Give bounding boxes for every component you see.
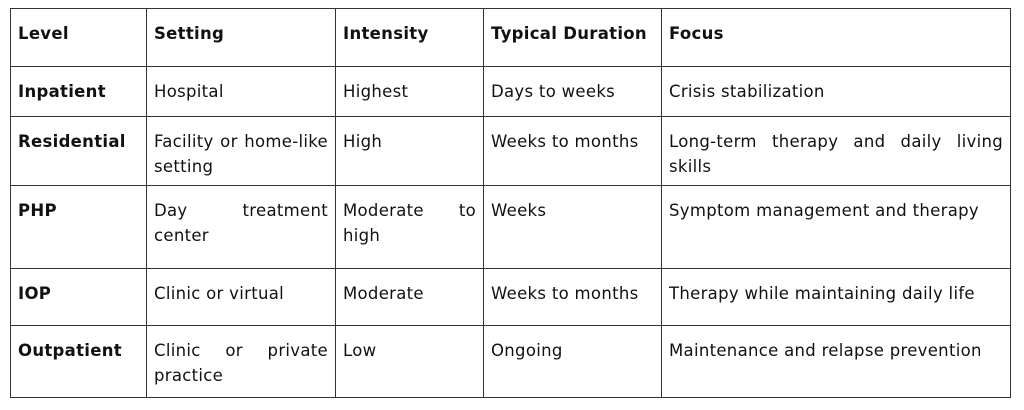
table-cell: Maintenance and relapse prevention bbox=[661, 325, 1011, 398]
header-row: Level Setting Intensity Typical Duration Foc… bbox=[10, 8, 1011, 67]
table-cell: Hospital bbox=[146, 66, 336, 117]
table-cell: Day treatment center bbox=[146, 185, 336, 269]
header-cell: Typical Duration bbox=[483, 8, 662, 67]
table-cell: Symptom management and therapy bbox=[661, 185, 1011, 269]
table-cell: Weeks to months bbox=[483, 116, 662, 186]
header-cell: Setting bbox=[146, 8, 336, 67]
levels-table: Level Setting Intensity Typical Duration Foc… bbox=[10, 8, 1011, 398]
table-row: IOP Clinic or virtual Moderate Weeks to mon… bbox=[10, 268, 1011, 326]
table-cell: Weeks bbox=[483, 185, 662, 269]
table-cell: High bbox=[335, 116, 484, 186]
table-cell: Days to weeks bbox=[483, 66, 662, 117]
header-cell: Intensity bbox=[335, 8, 484, 67]
header-cell: Focus bbox=[661, 8, 1011, 67]
level-cell: Outpatient bbox=[10, 325, 147, 398]
level-cell: PHP bbox=[10, 185, 147, 269]
table-row: PHP Day treatment center Moderate to high W… bbox=[10, 185, 1011, 269]
table-cell: Moderate to high bbox=[335, 185, 484, 269]
table-cell: Long-term therapy and daily living skill… bbox=[661, 116, 1011, 186]
table-cell: Moderate bbox=[335, 268, 484, 326]
table-cell: Facility or home-like setting bbox=[146, 116, 336, 186]
table-row: Inpatient Hospital Highest Days to weeks Cri… bbox=[10, 66, 1011, 117]
table-cell: Crisis stabilization bbox=[661, 66, 1011, 117]
table-cell: Highest bbox=[335, 66, 484, 117]
table-cell: Therapy while maintaining daily life bbox=[661, 268, 1011, 326]
table-cell: Clinic or private practice bbox=[146, 325, 336, 398]
header-cell: Level bbox=[10, 8, 147, 67]
table-row: Outpatient Clinic or private practice Low O… bbox=[10, 325, 1011, 398]
table-cell: Weeks to months bbox=[483, 268, 662, 326]
level-cell: Inpatient bbox=[10, 66, 147, 117]
table-cell: Clinic or virtual bbox=[146, 268, 336, 326]
table-cell: Ongoing bbox=[483, 325, 662, 398]
level-cell: Residential bbox=[10, 116, 147, 186]
table-row: Residential Facility or home-like setting… bbox=[10, 116, 1011, 186]
table-cell: Low bbox=[335, 325, 484, 398]
level-cell: IOP bbox=[10, 268, 147, 326]
